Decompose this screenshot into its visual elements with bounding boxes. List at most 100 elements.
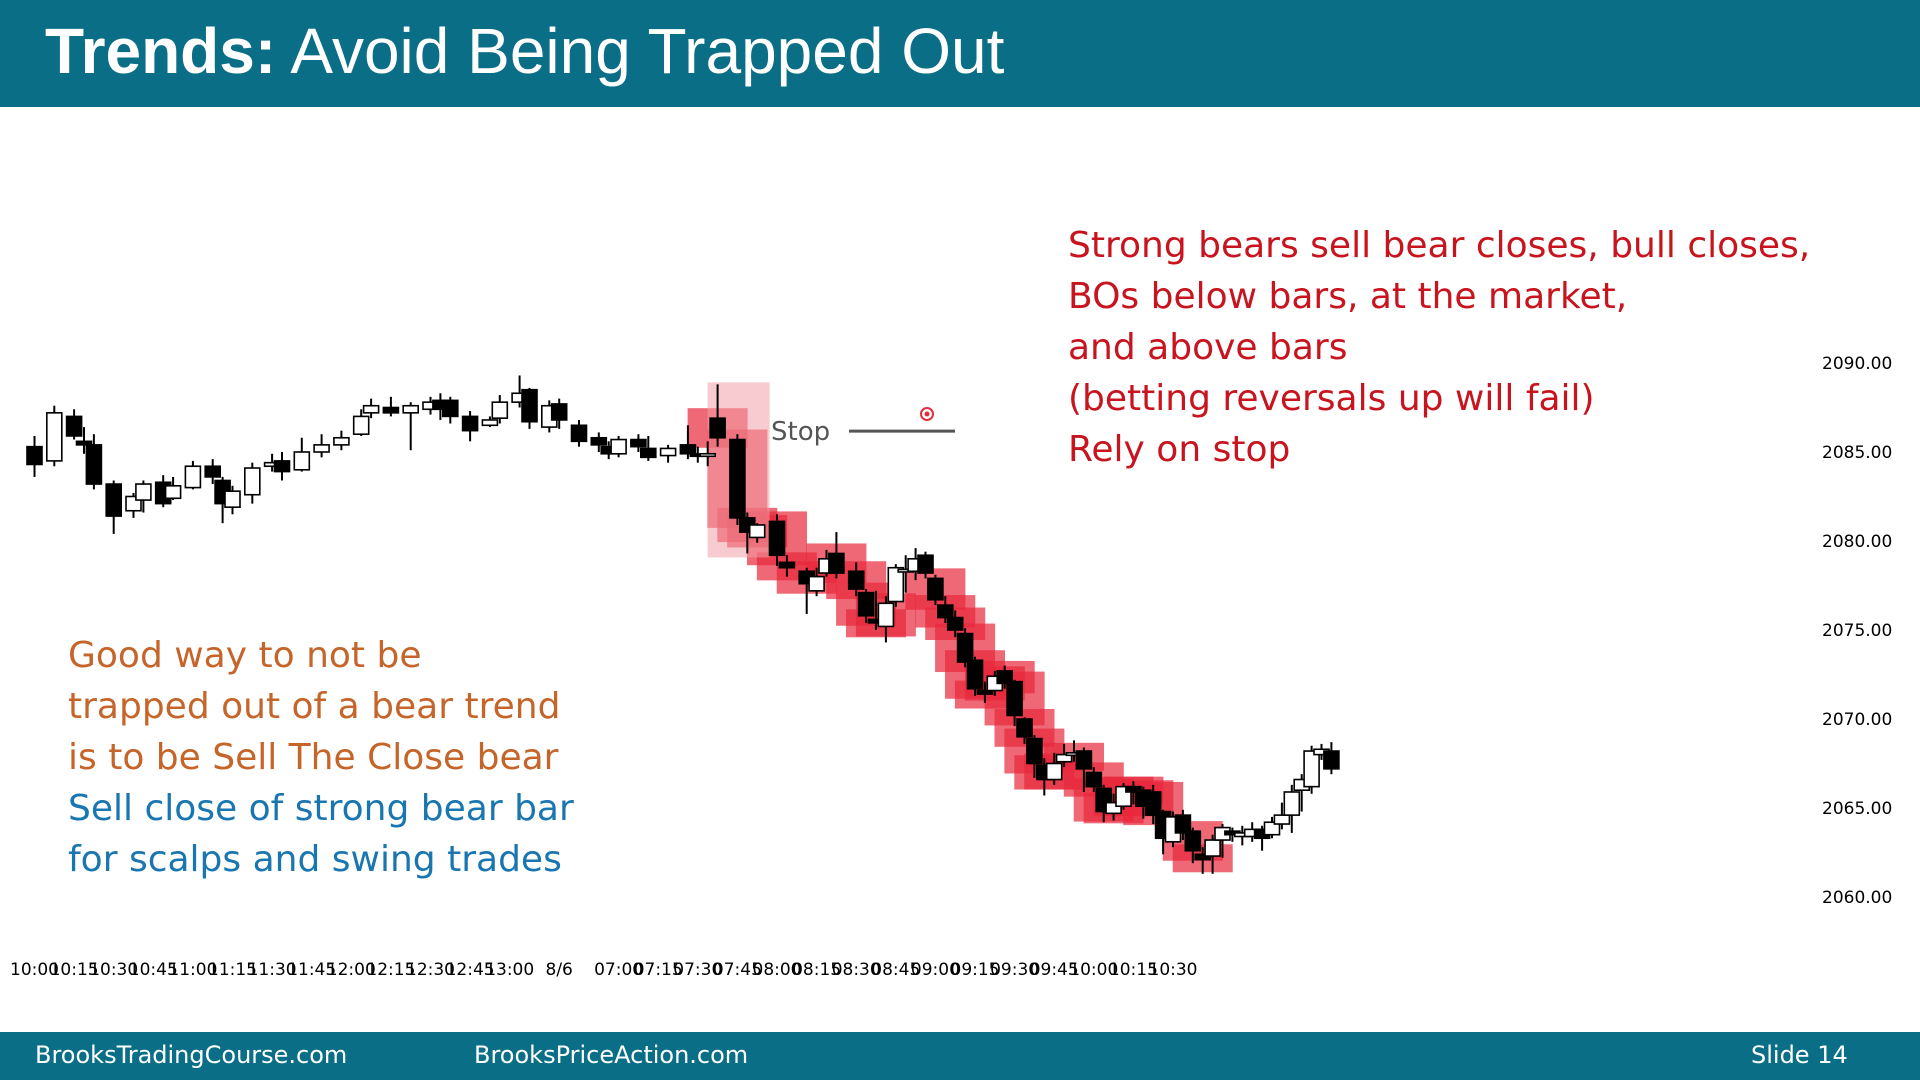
x-tick-label: 10:15 (50, 960, 99, 980)
red-annotation-line: (betting reversals up will fail) (1068, 378, 1595, 419)
bear-candle-body (936, 604, 954, 619)
bull-candle-body (1273, 814, 1291, 825)
bear-candle-body (550, 403, 568, 421)
x-tick-label: 11:15 (208, 960, 257, 980)
candle (1144, 784, 1162, 825)
bear-candle-body (1194, 853, 1211, 861)
bear-candle-body (1006, 680, 1023, 717)
bull-candle-body (333, 436, 350, 446)
candle (273, 452, 291, 481)
bear-candle-body (590, 436, 608, 446)
bear-candle-body (996, 670, 1014, 685)
slide-title-bold: Trends: (45, 15, 277, 87)
slide-title-rest: Avoid Being Trapped Out (276, 15, 1005, 87)
y-tick-label: 2065.00 (1822, 799, 1892, 819)
bear-candle-body (273, 460, 291, 473)
bull-candle-body (184, 465, 202, 489)
title-bar: Trends: Avoid Being Trapped Out (0, 0, 1920, 107)
bull-candle-body (699, 452, 717, 458)
candle (917, 551, 934, 579)
x-tick-label: 08:00 (753, 960, 802, 980)
bear-candle-body (956, 632, 974, 663)
y-tick-label: 2085.00 (1822, 443, 1892, 463)
candle (1026, 735, 1043, 778)
bear-candle-body (917, 554, 934, 574)
candle (75, 427, 93, 454)
x-tick-label: 10:15 (1109, 960, 1158, 980)
candle (808, 567, 825, 597)
bear-candle-body (382, 406, 400, 414)
blue-annotation-line: Sell close of strong bear bar (68, 788, 574, 829)
y-tick-label: 2060.00 (1822, 888, 1892, 908)
x-tick-label: 12:00 (327, 960, 376, 980)
bottom-annotation: Good way to not be trapped out of a bear… (68, 630, 574, 885)
bear-candle-body (461, 415, 479, 432)
bull-candle-body (808, 575, 825, 592)
bull-candle-body (481, 419, 499, 427)
bull-candle-body (362, 404, 380, 414)
stop-label: Stop (771, 417, 830, 447)
bear-candle-body (828, 552, 845, 574)
candle (699, 441, 717, 467)
bull-candle-body (659, 447, 677, 457)
x-tick-label: 08:30 (832, 960, 881, 980)
bull-candle-body (45, 412, 63, 462)
candle (333, 430, 350, 451)
candle (1303, 745, 1320, 794)
candle (441, 396, 459, 424)
candle (778, 555, 796, 577)
bear-candle-body (26, 445, 43, 466)
candle (1006, 679, 1023, 727)
candle (927, 574, 944, 606)
candle (936, 596, 954, 623)
candle (729, 434, 746, 525)
x-tick-label: 10:00 (10, 960, 59, 980)
y-tick-label: 2070.00 (1822, 710, 1892, 730)
candle (828, 532, 845, 579)
bear-candle-body (768, 520, 786, 557)
cursor-icon (920, 407, 934, 421)
x-tick-label: 10:00 (1069, 960, 1118, 980)
cursor-dot (924, 411, 930, 417)
x-tick-label: 09:45 (1030, 960, 1079, 980)
x-tick-label: 12:45 (446, 960, 495, 980)
y-tick-label: 2090.00 (1822, 354, 1892, 374)
candle (204, 459, 221, 485)
candle (976, 681, 994, 703)
candle (659, 444, 677, 463)
bear-candle-body (946, 616, 964, 631)
candle (244, 462, 261, 504)
bear-candle-body (1174, 814, 1192, 834)
bear-candle-body (204, 465, 221, 478)
candle (1045, 752, 1063, 785)
candle (491, 395, 509, 424)
candle (639, 435, 657, 461)
candle (679, 425, 697, 460)
bear-candle-body (1085, 771, 1103, 788)
orange-annotation-line: is to be Sell The Close bear (68, 737, 559, 778)
x-tick-label: 12:30 (406, 960, 455, 980)
bull-candle-body (1303, 750, 1320, 788)
candle (1105, 793, 1122, 821)
candle (85, 434, 103, 490)
candle (877, 596, 895, 643)
candle (1085, 767, 1103, 792)
slide-number: Slide 14 (1751, 1041, 1848, 1069)
bull-candle-body (1283, 791, 1301, 816)
candle (768, 514, 786, 566)
x-tick-label: 07:30 (673, 960, 722, 980)
candle (1075, 747, 1093, 792)
candle (461, 411, 479, 442)
bear-candle-body (105, 483, 122, 517)
bear-candle-body (630, 438, 647, 448)
candle (1323, 742, 1340, 775)
x-tick-label: 10:30 (89, 960, 138, 980)
bull-candle-body (1045, 762, 1063, 781)
candle (402, 402, 420, 451)
candle-layer (26, 375, 1340, 874)
candle (847, 562, 865, 597)
candle (1273, 802, 1291, 830)
candle (570, 419, 588, 447)
bull-candle-body (1105, 801, 1122, 815)
candle (135, 480, 152, 513)
